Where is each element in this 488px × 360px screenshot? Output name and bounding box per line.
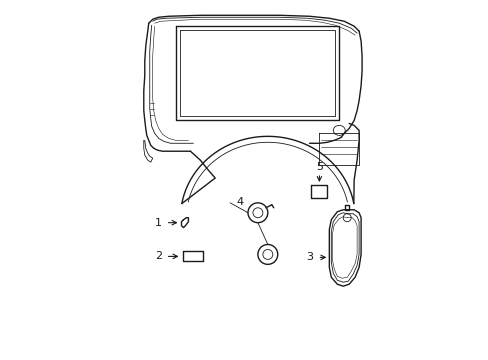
Text: 1: 1 bbox=[155, 218, 162, 228]
Text: 4: 4 bbox=[236, 197, 243, 207]
Text: 3: 3 bbox=[305, 252, 312, 262]
Text: 5: 5 bbox=[315, 162, 322, 172]
Text: 2: 2 bbox=[155, 251, 162, 261]
